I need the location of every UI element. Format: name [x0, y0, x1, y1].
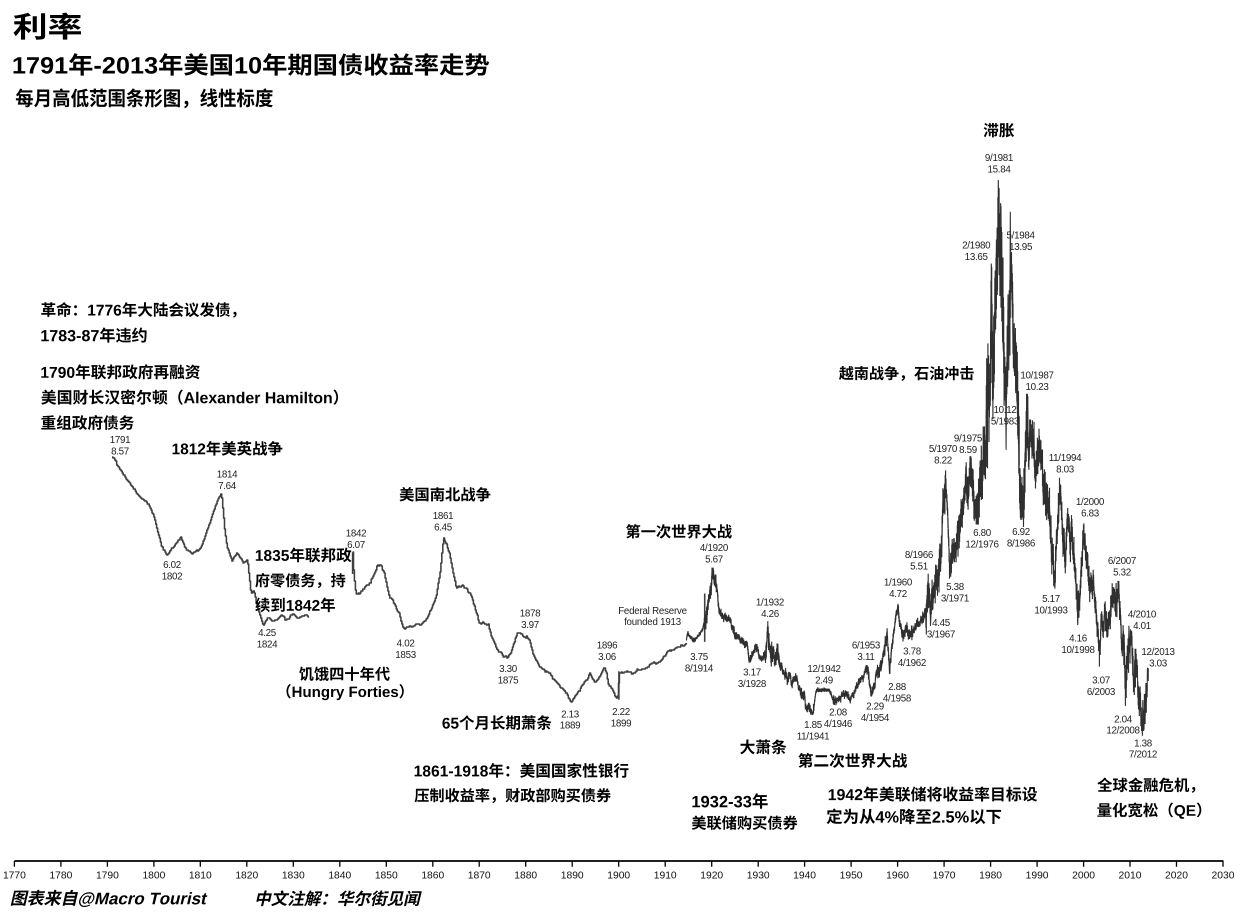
svg-text:1930: 1930 — [747, 871, 770, 882]
svg-text:1.387/2012: 1.38 7/2012 — [1129, 738, 1157, 760]
svg-text:4.453/1967: 4.45 3/1967 — [927, 618, 955, 640]
svg-text:2.294/1954: 2.29 4/1954 — [861, 702, 890, 724]
svg-text:1940: 1940 — [793, 871, 816, 882]
svg-text:6.928/1986: 6.92 8/1986 — [1007, 527, 1036, 549]
svg-text:3.758/1914: 3.75 8/1914 — [685, 652, 714, 674]
svg-text:1980: 1980 — [979, 871, 1002, 882]
svg-text:1850: 1850 — [375, 871, 398, 882]
svg-text:2.084/1946: 2.08 4/1946 — [824, 708, 853, 730]
svg-text:3.784/1962: 3.78 4/1962 — [898, 647, 926, 669]
svg-text:1870: 1870 — [468, 871, 491, 882]
svg-text:2030: 2030 — [1212, 871, 1235, 882]
svg-text:1970: 1970 — [933, 871, 956, 882]
svg-text:1810: 1810 — [189, 871, 212, 882]
svg-text:1950: 1950 — [840, 871, 863, 882]
svg-text:1770: 1770 — [3, 871, 26, 882]
svg-text:2000: 2000 — [1072, 871, 1095, 882]
svg-text:2020: 2020 — [1165, 871, 1188, 882]
svg-text:3.076/2003: 3.07 6/2003 — [1087, 676, 1116, 698]
svg-text:1860: 1860 — [421, 871, 444, 882]
svg-text:1820: 1820 — [235, 871, 258, 882]
svg-text:5.383/1971: 5.38 3/1971 — [941, 582, 969, 604]
svg-text:1910: 1910 — [654, 871, 677, 882]
svg-text:1900: 1900 — [607, 871, 630, 882]
svg-text:1880: 1880 — [514, 871, 537, 882]
svg-text:1800: 1800 — [142, 871, 165, 882]
svg-text:1780: 1780 — [49, 871, 72, 882]
svg-text:1830: 1830 — [282, 871, 305, 882]
svg-text:1990: 1990 — [1026, 871, 1049, 882]
svg-text:3.173/1928: 3.17 3/1928 — [738, 668, 767, 690]
svg-text:2010: 2010 — [1119, 871, 1142, 882]
svg-text:2.884/1958: 2.88 4/1958 — [883, 682, 912, 704]
svg-text:1890: 1890 — [561, 871, 584, 882]
svg-text:1840: 1840 — [328, 871, 351, 882]
svg-text:10.125/1983: 10.12 5/1983 — [991, 405, 1020, 427]
svg-text:1920: 1920 — [700, 871, 723, 882]
svg-text:1960: 1960 — [886, 871, 909, 882]
svg-text:1790: 1790 — [96, 871, 119, 882]
